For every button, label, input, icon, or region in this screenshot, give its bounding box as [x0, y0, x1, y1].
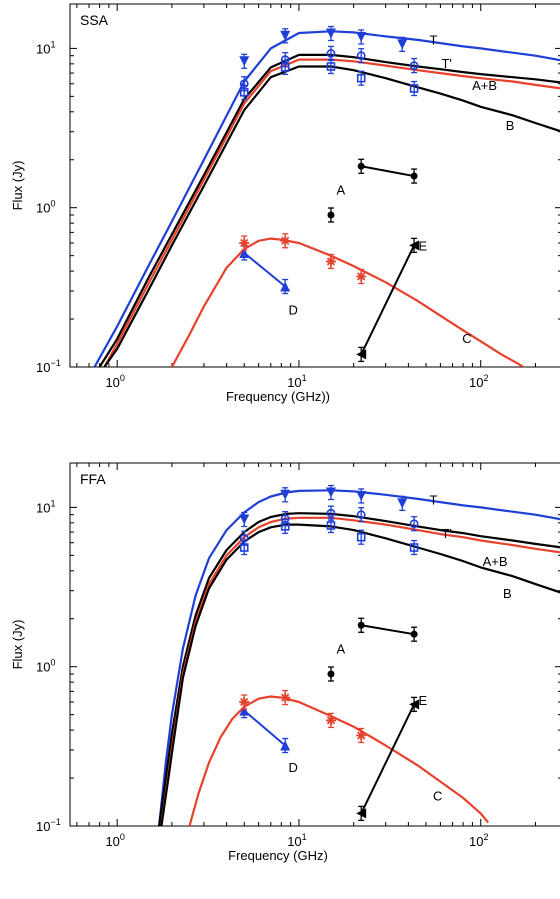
- points-single: [327, 667, 334, 681]
- curve-B: [161, 525, 560, 826]
- annotation-label: B: [506, 118, 515, 133]
- segment-E: [356, 238, 419, 361]
- y-axis-label: Flux (Jy): [10, 620, 25, 670]
- marker-dot: [327, 670, 334, 677]
- segment-A: [358, 618, 418, 641]
- marker-dot: [327, 211, 334, 218]
- annotation-label: B: [503, 586, 512, 601]
- annotation-label: T': [441, 526, 451, 541]
- marker-down-triangle: [397, 39, 407, 49]
- annotation-label: D: [289, 760, 298, 775]
- marker-down-triangle: [326, 29, 336, 39]
- segment-E: [356, 697, 419, 820]
- marker-dot: [358, 163, 365, 170]
- x-tick-label: 101: [287, 373, 306, 390]
- panel-label: SSA: [80, 12, 109, 28]
- annotation-label: A+B: [483, 554, 508, 569]
- marker-dot: [411, 173, 418, 180]
- marker-down-triangle: [239, 56, 249, 66]
- y-ticks: [70, 48, 560, 367]
- curve-C: [190, 697, 489, 827]
- annotation-label: T: [430, 493, 438, 508]
- annotation-label: C: [433, 789, 442, 804]
- y-axis-label: Flux (Jy): [10, 161, 25, 211]
- marker-star: [356, 271, 366, 281]
- marker-down-triangle: [356, 491, 366, 501]
- marker-star: [239, 697, 249, 707]
- plot-area: [159, 486, 560, 826]
- annotation-label: C: [462, 331, 471, 346]
- marker-star: [356, 730, 366, 740]
- segment-D: [239, 704, 290, 753]
- marker-star: [280, 236, 290, 246]
- x-tick-label: 102: [469, 832, 488, 849]
- segment-line: [361, 625, 414, 634]
- segment-line: [361, 166, 414, 176]
- marker-star: [326, 256, 336, 266]
- marker-down-triangle: [280, 490, 290, 500]
- marker-star: [326, 715, 336, 725]
- annotation-label: E: [418, 693, 427, 708]
- segment-D: [239, 246, 290, 294]
- x-axis-label: Frequency (GHz): [228, 848, 328, 863]
- y-tick-label: 10−1: [36, 358, 61, 375]
- x-tick-label: 100: [105, 373, 124, 390]
- annotation-label: A+B: [472, 78, 497, 93]
- y-tick-label: 10−1: [36, 817, 61, 834]
- curve-T': [100, 55, 560, 367]
- x-tick-label: 102: [469, 373, 488, 390]
- y-tick-label: 100: [36, 199, 55, 216]
- y-tick-label: 100: [36, 658, 55, 675]
- x-axis-label: Frequency (GHz)): [226, 389, 330, 404]
- segment-line: [244, 711, 285, 746]
- annotation-label: A: [337, 642, 346, 657]
- y-tick-label: 101: [36, 498, 55, 515]
- segment-line: [361, 245, 414, 354]
- curve-C: [172, 239, 536, 375]
- segment-A: [358, 159, 418, 183]
- marker-star: [280, 693, 290, 703]
- annotation-label: D: [289, 302, 298, 317]
- marker-star: [239, 238, 249, 248]
- annotation-label: T: [430, 32, 438, 47]
- x-tick-label: 101: [287, 832, 306, 849]
- marker-dot: [358, 622, 365, 629]
- x-ticks: [77, 4, 536, 367]
- y-tick-label: 101: [36, 39, 55, 56]
- plot-frame: [70, 4, 560, 367]
- marker-down-triangle: [356, 32, 366, 42]
- marker-dot: [411, 631, 418, 638]
- annotation-label: T': [441, 56, 451, 71]
- marker-down-triangle: [326, 488, 336, 498]
- points-single: [327, 208, 334, 222]
- marker-down-triangle: [239, 514, 249, 524]
- panel-label: FFA: [80, 471, 106, 487]
- annotation-label: E: [418, 238, 427, 253]
- x-tick-label: 100: [105, 832, 124, 849]
- marker-down-triangle: [397, 498, 407, 508]
- segment-line: [244, 253, 285, 287]
- annotation-label: A: [337, 183, 346, 198]
